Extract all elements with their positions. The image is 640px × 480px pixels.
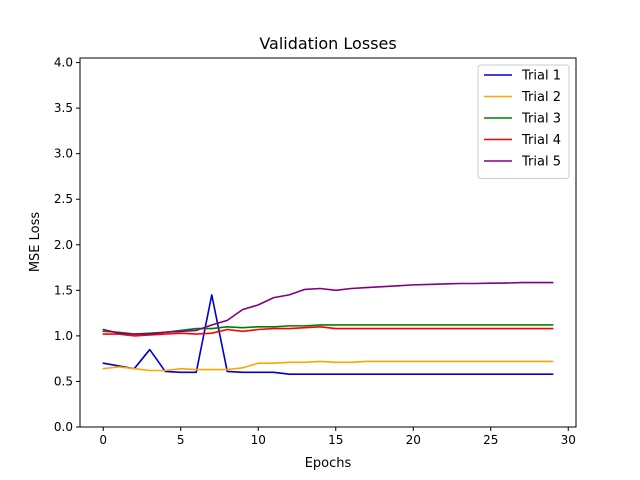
chart-title: Validation Losses xyxy=(259,34,396,53)
legend-box xyxy=(477,64,570,179)
y-tick-label: 2.0 xyxy=(54,238,73,252)
plot-frame xyxy=(79,57,577,428)
y-tick-label: 4.0 xyxy=(54,56,73,70)
legend: Trial 1 Trial 2 Trial 3 Trial 4 Trial 5 xyxy=(477,64,570,179)
y-tick-label: 3.5 xyxy=(54,101,73,115)
x-tick-label: 5 xyxy=(177,433,185,447)
series-line-4 xyxy=(102,325,554,337)
x-tick-label: 0 xyxy=(99,433,107,447)
y-axis-label: MSE Loss xyxy=(28,212,43,273)
legend-label-3: Trial 3 xyxy=(521,112,561,127)
x-tick-label: 10 xyxy=(251,433,266,447)
series-line-1 xyxy=(102,294,554,375)
legend-label-5: Trial 5 xyxy=(521,155,561,170)
x-tick-label: 25 xyxy=(483,433,498,447)
x-axis-label: Epochs xyxy=(305,456,352,471)
y-tick-label: 1.5 xyxy=(54,283,73,297)
x-tick-label: 15 xyxy=(328,433,343,447)
x-tick-label: 30 xyxy=(561,433,576,447)
y-tick-label: 1.0 xyxy=(54,329,73,343)
plot-area: 0 5 10 15 20 25 30 0.0 0.5 1.0 1.5 2.0 2.5 3.0 3.5 4.0 xyxy=(54,56,577,447)
y-tick-label: 3.0 xyxy=(54,147,73,161)
legend-label-2: Trial 2 xyxy=(521,90,561,105)
y-tick-label: 0.0 xyxy=(54,420,73,434)
series-line-2 xyxy=(102,360,554,372)
x-tick-label: 20 xyxy=(406,433,421,447)
legend-label-1: Trial 1 xyxy=(521,69,561,84)
legend-label-4: Trial 4 xyxy=(521,133,561,148)
y-tick-label: 0.5 xyxy=(54,374,73,388)
series-line-5 xyxy=(102,281,554,335)
y-tick-label: 2.5 xyxy=(54,192,73,206)
